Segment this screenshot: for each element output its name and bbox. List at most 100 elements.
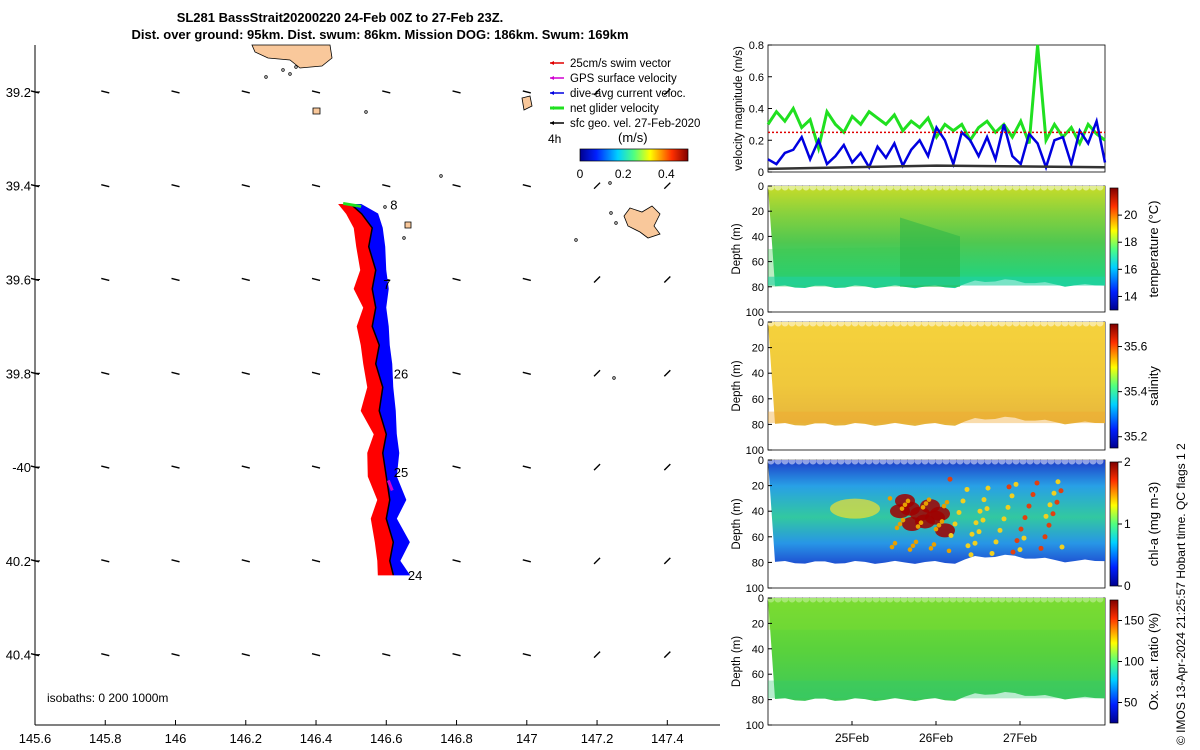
y-tick-label: 40.2 (6, 554, 31, 569)
cast-top-marker (865, 595, 873, 603)
chl-sample-dot (887, 496, 893, 501)
chl-patch (830, 498, 880, 519)
cast-top-marker (767, 183, 775, 191)
legend-label: dive-avg current veloc. (570, 88, 686, 100)
y-tick-label: 80 (752, 282, 764, 294)
chl-sample-dot (956, 509, 962, 515)
chl-sample-dot (1010, 549, 1016, 555)
cast-top-marker (998, 183, 1006, 191)
chl-sample-dot (960, 498, 966, 504)
cast-top-marker (1047, 595, 1055, 603)
x-tick-label: 147.2 (581, 731, 614, 746)
colorbar (1109, 599, 1119, 724)
geo-velocity-arrow (452, 652, 461, 657)
chl-sample-dot (899, 506, 905, 511)
net-velocity-segment (342, 201, 362, 208)
y-tick-label: 40 (752, 231, 764, 243)
cast-top-marker (956, 457, 964, 465)
chl-sample-dot (1034, 480, 1040, 486)
islet (608, 181, 612, 185)
chl-sample-dot (1021, 535, 1027, 541)
cast-top-marker (977, 595, 985, 603)
geo-velocity-arrow (663, 88, 671, 96)
geo-velocity-arrow (241, 90, 250, 94)
oxygen-panel: 0 20 40 60 80 100 Depth (m) 50 100 150 Ox. sat. ra… (731, 593, 1161, 745)
geo-velocity-arrow (171, 465, 180, 469)
geo-velocity-arrow (593, 651, 601, 659)
series-line (767, 116, 1107, 172)
cast-top-marker (935, 595, 943, 603)
cast-top-marker (942, 319, 950, 327)
island-north (251, 44, 333, 69)
cast-top-marker (1012, 457, 1020, 465)
cast-top-marker (823, 595, 831, 603)
chl-sample-dot (952, 521, 958, 527)
cast-top-marker (886, 595, 894, 603)
geo-velocity-arrow (101, 90, 110, 94)
chl-sample-dot (944, 499, 950, 505)
geo-velocity-arrow (382, 184, 391, 188)
y-tick-label: 80 (752, 419, 764, 431)
chlorophyll-panel: 0 20 40 60 80 100 Depth (m) 0 1 2 chl-a (mg m-3) (731, 455, 1161, 595)
cast-top-marker (830, 457, 838, 465)
cast-top-marker (928, 595, 936, 603)
geo-velocity-arrow (593, 88, 601, 96)
geo-velocity-arrow (241, 559, 250, 563)
cast-top-marker (984, 595, 992, 603)
cast-top-marker (914, 319, 922, 327)
chl-sample-dot (1022, 515, 1028, 521)
cast-top-marker (781, 183, 789, 191)
bottom-layer (768, 680, 1105, 699)
geo-velocity-arrow (101, 652, 110, 657)
chl-sample-dot (972, 540, 978, 546)
cast-top-marker (816, 183, 824, 191)
chl-sample-dot (928, 546, 934, 551)
geo-velocity-arrow (311, 277, 321, 282)
geo-velocity-arrow (522, 465, 531, 469)
cast-top-marker (879, 457, 887, 465)
y-tick-label: 40 (752, 368, 764, 380)
islet (439, 174, 443, 178)
chl-sample-dot (905, 498, 911, 504)
colorbar-tick-label: 0.4 (658, 167, 675, 181)
colorbar-tick-label: 20 (1124, 208, 1138, 222)
y-tick-label: 40.4 (6, 648, 31, 663)
cast-top-marker (900, 457, 908, 465)
chl-sample-dot (889, 544, 895, 550)
chl-sample-dot (1042, 534, 1048, 540)
islet (294, 65, 298, 69)
cast-top-marker (963, 457, 971, 465)
cast-top-marker (1019, 319, 1027, 327)
geo-velocity-arrow (522, 90, 531, 94)
cast-top-marker (942, 183, 950, 191)
islet (264, 75, 268, 79)
geo-velocity-arrow (663, 557, 671, 565)
island-east (623, 205, 661, 239)
cast-top-marker (830, 183, 838, 191)
chl-sample-dot (1013, 481, 1019, 487)
cast-top-marker (1040, 595, 1048, 603)
x-tick-label: 145.8 (89, 731, 122, 746)
data-field (768, 598, 1105, 702)
chl-sample-dot (1026, 503, 1032, 509)
geo-velocity-arrow (101, 465, 110, 469)
cast-top-marker (928, 183, 936, 191)
chl-sample-dot (894, 525, 900, 531)
cast-top-marker (774, 595, 782, 603)
geo-velocity-arrow (241, 184, 250, 188)
islet (402, 236, 406, 240)
cast-top-marker (795, 595, 803, 603)
chl-sample-dot (1046, 522, 1052, 528)
chl-sample-dot (968, 552, 974, 558)
colorbar-tick-label: 2 (1124, 455, 1131, 469)
colorbar-label: chl-a (mg m-3) (1146, 482, 1161, 567)
chl-sample-dot (1017, 547, 1023, 553)
x-tick-label: 145.6 (19, 731, 52, 746)
chl-maximum-patch (930, 506, 950, 521)
cast-top-marker (1068, 595, 1076, 603)
chl-sample-dot (1059, 544, 1065, 550)
cast-top-marker (1005, 595, 1013, 603)
legend-arrowhead (550, 76, 554, 80)
cast-top-marker (1033, 595, 1041, 603)
salinity-panel: 0 20 40 60 80 100 Depth (m) 35.2 35.4 35.6 salinit… (731, 317, 1161, 457)
